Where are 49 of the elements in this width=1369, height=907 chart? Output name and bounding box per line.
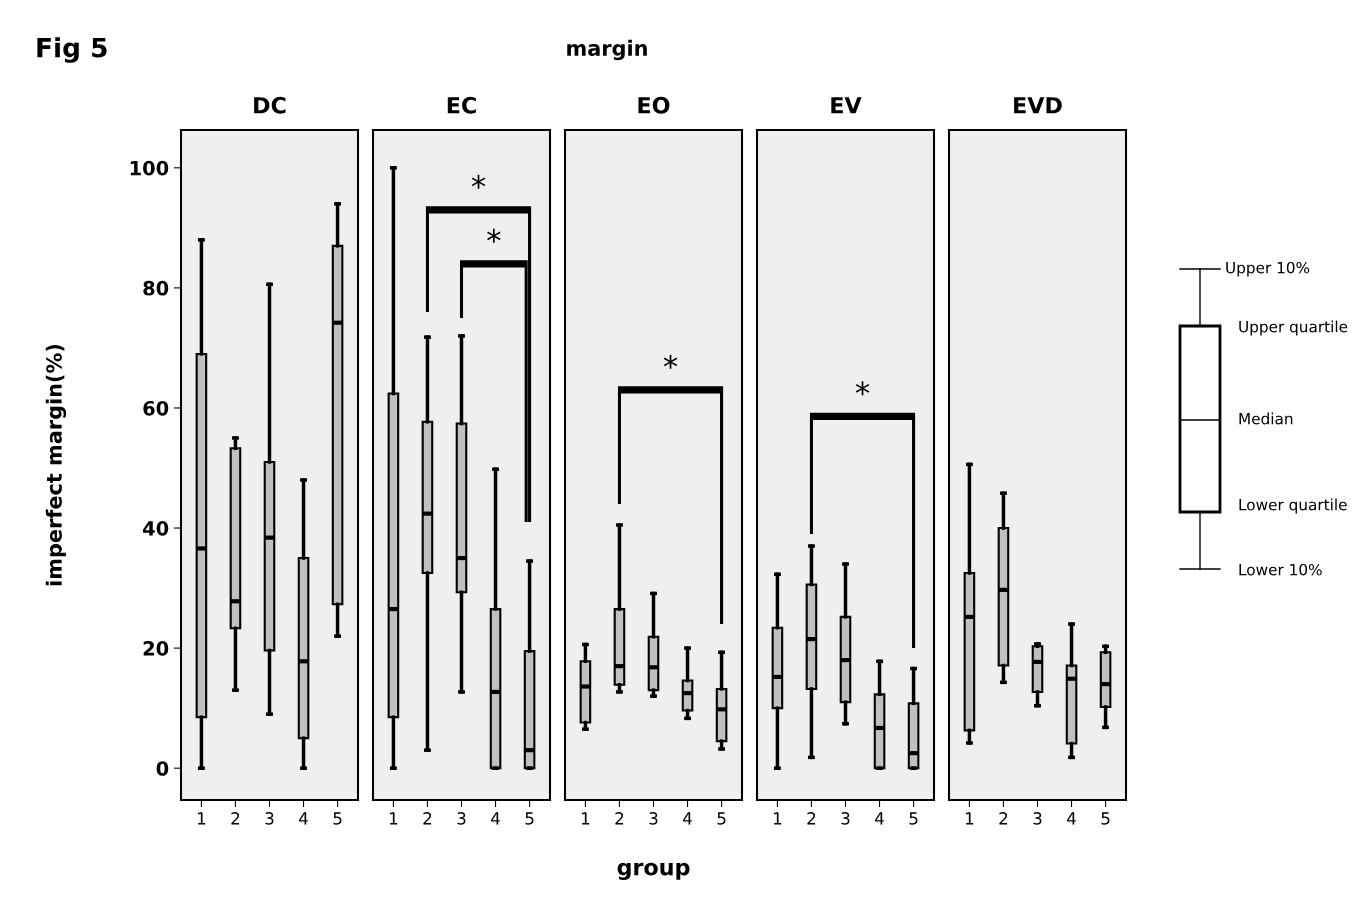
annotation: * [855,381,870,396]
x-tick-label: 2 [615,812,624,825]
x-tick-label: 4 [683,812,692,825]
x-tick-label: 5 [1101,812,1110,825]
text: margin [567,39,647,61]
x-tick-label: 3 [841,812,850,825]
text: Median [1239,412,1293,425]
y-tick-label: 20 [143,641,169,656]
annotation: * [663,354,678,369]
x-tick-label: 3 [457,812,466,825]
x-tick-label: 1 [773,812,782,825]
annotation: * [471,174,486,189]
x-axis-title: group [617,862,690,880]
text: Upper quartile [1239,320,1348,336]
x-tick-label: 3 [1033,812,1042,825]
x-tick-label: 5 [717,812,726,825]
x-tick-label: 1 [965,812,974,825]
x-tick-label: 4 [491,812,500,825]
x-tick-label: 5 [333,812,342,825]
chart-title: EVD [1014,97,1062,114]
x-tick-label: 2 [231,812,240,825]
y-tick-label: 60 [143,400,169,416]
x-tick-label: 2 [807,812,816,825]
x-tick-label: 2 [423,812,432,825]
chart-title: EV [831,97,862,114]
x-tick-label: 3 [649,812,658,825]
x-tick-label: 1 [197,812,206,825]
x-tick-label: 1 [581,812,590,825]
text: Upper 10% [1226,261,1310,277]
x-tick-label: 4 [875,812,884,825]
x-tick-label: 4 [299,812,308,825]
y-axis-title: imperfect margin(%) [45,344,67,586]
caption: Fig 5 [37,37,107,63]
y-tick-label: 40 [143,520,169,536]
text: Lower quartile [1239,498,1347,514]
x-tick-label: 3 [265,812,274,825]
y-tick-label: 0 [156,761,169,776]
annotation: * [487,228,501,243]
y-tick-label: 80 [143,280,169,296]
x-tick-label: 2 [999,812,1008,825]
chart-title: DC [254,96,286,114]
x-tick-label: 5 [909,812,918,825]
chart-title: EC [447,96,476,114]
text: Lower 10% [1239,563,1322,576]
x-tick-label: 5 [525,812,534,825]
x-tick-label: 1 [389,812,398,825]
y-tick-label: 100 [130,160,169,176]
x-tick-label: 4 [1067,812,1076,825]
chart-title: EO [638,96,670,114]
